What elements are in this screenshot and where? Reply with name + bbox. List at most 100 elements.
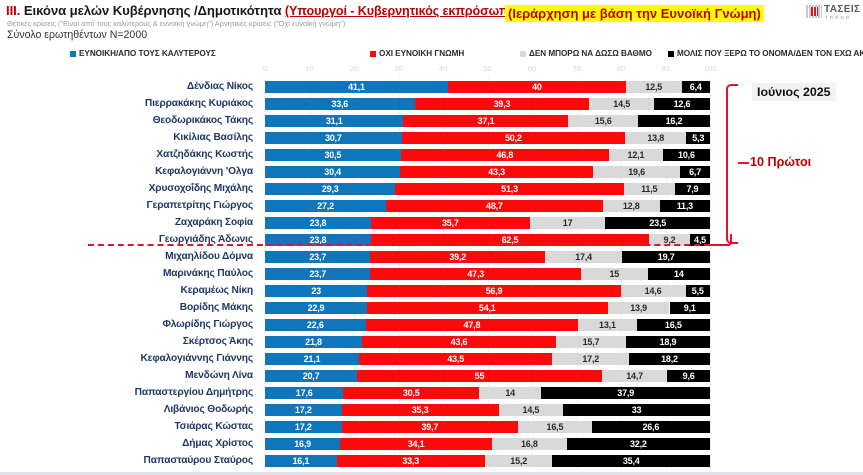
bar-segment-s0[interactable]: 22,6 [265, 318, 366, 331]
bar-segment-s0[interactable]: 16,1 [265, 454, 337, 467]
stacked-bar: 41,1 40 12,5 6,4 [265, 80, 710, 93]
bar-segment-s1[interactable]: 43,5 [358, 352, 553, 365]
bar-segment-s0[interactable]: 22,9 [265, 301, 367, 314]
bar-segment-s3[interactable]: 18,2 [629, 352, 710, 365]
bar-segment-s3[interactable]: 10,6 [662, 148, 710, 161]
bar-segment-s1[interactable]: 47,3 [370, 267, 581, 280]
bar-segment-s2[interactable]: 13,8 [625, 131, 687, 144]
bar-segment-s3[interactable]: 9,1 [669, 301, 710, 314]
bar-segment-s1[interactable]: 62,5 [370, 233, 650, 246]
bar-segment-s0[interactable]: 23,8 [265, 216, 371, 229]
bar-segment-s1[interactable]: 43,6 [362, 335, 557, 348]
bar-segment-s0[interactable]: 17,2 [265, 403, 342, 416]
bar-segment-s0[interactable]: 20,7 [265, 369, 358, 382]
bar-segment-s2[interactable]: 13,1 [578, 318, 637, 331]
bar-segment-s1[interactable]: 50,2 [401, 131, 625, 144]
bar-segment-s0[interactable]: 27,2 [265, 199, 387, 212]
category-label: Παπασταύρου Σταύρος [143, 455, 254, 466]
legend-item-3[interactable]: ΜΟΛΙΣ ΠΟΥ ΞΕΡΩ ΤΟ ΟΝΟΜΑ/ΔΕΝ ΤΟΝ ΕΧΩ ΑΚΟΥ… [668, 49, 863, 58]
legend-label: ΜΟΛΙΣ ΠΟΥ ΞΕΡΩ ΤΟ ΟΝΟΜΑ/ΔΕΝ ΤΟΝ ΕΧΩ ΑΚΟΥ… [677, 49, 863, 58]
bar-segment-s2[interactable]: 17,2 [552, 352, 629, 365]
bar-segment-s3[interactable]: 14 [647, 267, 710, 280]
bar-segment-s1[interactable]: 35,3 [341, 403, 499, 416]
bar-segment-s1[interactable]: 51,3 [395, 182, 624, 195]
bar-segment-s3[interactable]: 35,4 [552, 454, 710, 467]
bar-segment-s2[interactable]: 16,8 [491, 437, 567, 450]
bar-segment-s0[interactable]: 17,2 [265, 420, 342, 433]
bar-segment-s3[interactable]: 32,2 [566, 437, 710, 450]
bar-segment-s1[interactable]: 35,7 [370, 216, 530, 229]
bar-segment-s0[interactable]: 33,6 [265, 97, 415, 110]
bar-segment-s0[interactable]: 17,6 [265, 386, 344, 399]
bar-segment-s1[interactable]: 47,8 [365, 318, 579, 331]
bar-segment-s0[interactable]: 23,8 [265, 233, 371, 246]
bar-segment-s1[interactable]: 48,7 [386, 199, 603, 212]
bar-segment-s1[interactable]: 54,1 [366, 301, 608, 314]
bar-segment-s0[interactable]: 21,1 [265, 352, 359, 365]
legend-item-2[interactable]: ΔΕΝ ΜΠΟΡΩ ΝΑ ΔΩΣΩ ΒΑΘΜΟ [520, 49, 652, 58]
bar-segment-s2[interactable]: 15,7 [556, 335, 626, 348]
bar-segment-s3[interactable]: 9,6 [667, 369, 710, 382]
bar-segment-s2[interactable]: 14,7 [601, 369, 668, 382]
bar-segment-s2[interactable]: 12,5 [625, 80, 682, 93]
bar-segment-s1[interactable]: 39,2 [370, 250, 545, 263]
bar-segment-s0[interactable]: 30,5 [265, 148, 401, 161]
bar-segment-s3[interactable]: 7,9 [674, 182, 710, 195]
bar-segment-s3[interactable]: 23,5 [605, 216, 710, 229]
bar-segment-s0[interactable]: 23 [265, 284, 368, 297]
bar-segment-s2[interactable]: 15,6 [568, 114, 638, 127]
bar-segment-s3[interactable]: 11,3 [659, 199, 710, 212]
bar-segment-s0[interactable]: 30,4 [265, 165, 401, 178]
bar-segment-s3[interactable]: 26,6 [591, 420, 710, 433]
bar-segment-s0[interactable]: 23,7 [265, 267, 371, 280]
bar-segment-s3[interactable]: 19,7 [622, 250, 710, 263]
bar-segment-s0[interactable]: 23,7 [265, 250, 371, 263]
bar-segment-s3[interactable]: 5,5 [685, 284, 710, 297]
stacked-bar: 30,7 50,2 13,8 5,3 [265, 131, 710, 144]
bar-segment-s2[interactable]: 15,2 [484, 454, 553, 467]
bar-segment-s2[interactable]: 14,5 [589, 97, 654, 110]
bar-segment-s3[interactable]: 6,4 [681, 80, 710, 93]
bar-segment-s0[interactable]: 30,7 [265, 131, 402, 144]
bar-segment-s3[interactable]: 4,5 [689, 233, 710, 246]
legend-item-1[interactable]: ΟΧΙ ΕΥΝΟΙΚΗ ΓΝΩΜΗ [370, 49, 464, 58]
bar-segment-s2[interactable]: 9,2 [649, 233, 690, 246]
bar-segment-s3[interactable]: 16,5 [636, 318, 710, 331]
bar-segment-s3[interactable]: 6,7 [680, 165, 710, 178]
bar-segment-s1[interactable]: 46,8 [400, 148, 609, 161]
bar-segment-s3[interactable]: 16,2 [637, 114, 710, 127]
bar-segment-s1[interactable]: 33,3 [336, 454, 485, 467]
bar-segment-s2[interactable]: 14,5 [498, 403, 564, 416]
bar-segment-s0[interactable]: 21,8 [265, 335, 362, 348]
bar-segment-s0[interactable]: 31,1 [265, 114, 404, 127]
bar-segment-s3[interactable]: 12,6 [653, 97, 710, 110]
bar-segment-s1[interactable]: 39,7 [341, 420, 519, 433]
bar-segment-s0[interactable]: 41,1 [265, 80, 448, 93]
bar-segment-s1[interactable]: 40 [447, 80, 626, 93]
bar-segment-s1[interactable]: 34,1 [340, 437, 492, 450]
bar-segment-s2[interactable]: 14,6 [620, 284, 686, 297]
bar-segment-s3[interactable]: 37,9 [541, 386, 710, 399]
bar-segment-s1[interactable]: 56,9 [367, 284, 621, 297]
bar-segment-s2[interactable]: 19,6 [592, 165, 681, 178]
bar-segment-s1[interactable]: 37,1 [403, 114, 569, 127]
legend-item-0[interactable]: ΕΥΝΟΙΚΗ/ΑΠΟ ΤΟΥΣ ΚΑΛΥΤΕΡΟΥΣ [70, 49, 216, 58]
bar-segment-s2[interactable]: 13,9 [607, 301, 670, 314]
bar-segment-s1[interactable]: 55 [357, 369, 602, 382]
bar-segment-s2[interactable]: 17,4 [544, 250, 623, 263]
bar-segment-s2[interactable]: 11,5 [623, 182, 675, 195]
bar-segment-s3[interactable]: 33 [563, 403, 710, 416]
bar-segment-s3[interactable]: 5,3 [686, 131, 710, 144]
bar-segment-s2[interactable]: 15 [580, 267, 648, 280]
bar-segment-s3[interactable]: 18,9 [625, 335, 710, 348]
bar-segment-s2[interactable]: 17 [529, 216, 606, 229]
bar-segment-s1[interactable]: 39,3 [414, 97, 590, 110]
bar-segment-s1[interactable]: 30,5 [343, 386, 480, 399]
bar-segment-s2[interactable]: 16,5 [518, 420, 592, 433]
bar-segment-s0[interactable]: 16,9 [265, 437, 341, 450]
bar-segment-s2[interactable]: 14 [479, 386, 542, 399]
bar-segment-s1[interactable]: 43,3 [400, 165, 593, 178]
bar-segment-s0[interactable]: 29,3 [265, 182, 396, 195]
bar-segment-s2[interactable]: 12,8 [602, 199, 660, 212]
bar-segment-s2[interactable]: 12,1 [608, 148, 663, 161]
